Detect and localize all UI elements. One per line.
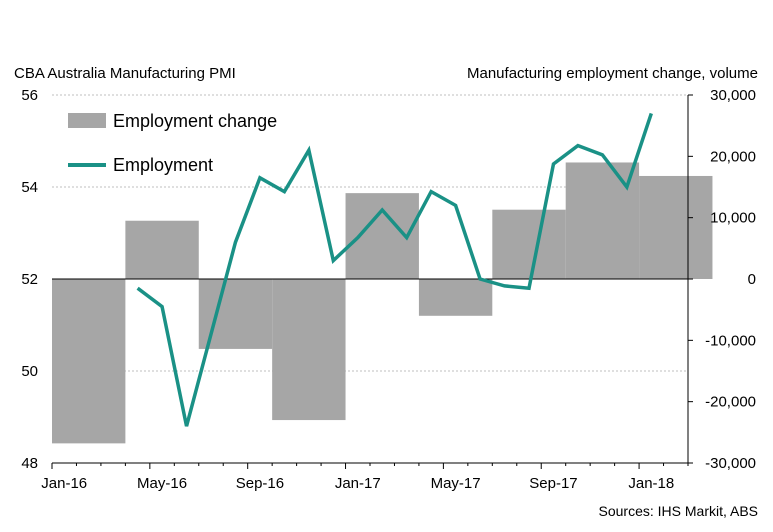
- axes: [51, 94, 693, 469]
- legend-bar-label: Employment change: [113, 111, 277, 131]
- left-tick-label: 56: [21, 87, 38, 104]
- right-tick-label: 10,000: [710, 210, 756, 227]
- right-tick-label: 30,000: [710, 87, 756, 104]
- employment-line: [136, 112, 653, 427]
- left-tick-label: 48: [21, 455, 38, 472]
- right-tick-label: -20,000: [705, 394, 756, 411]
- left-tick-label: 52: [21, 271, 38, 288]
- legend: Employment change Employment: [68, 111, 277, 175]
- legend-bar-swatch: [68, 113, 106, 128]
- right-tick-label: -10,000: [705, 332, 756, 349]
- right-axis-title: Manufacturing employment change, volume: [467, 65, 758, 82]
- bar: [125, 220, 199, 279]
- x-tick-label: Jan-16: [41, 475, 87, 492]
- bar: [52, 279, 126, 444]
- bar: [639, 175, 713, 279]
- x-tick-label: Jan-18: [628, 475, 674, 492]
- right-tick-label: 0: [748, 271, 756, 288]
- left-tick-label: 54: [21, 179, 38, 196]
- legend-line-label: Employment: [113, 155, 213, 175]
- right-tick-label: -30,000: [705, 455, 756, 472]
- bar: [272, 279, 346, 421]
- right-tick-label: 20,000: [710, 148, 756, 165]
- x-tick-label: May-17: [431, 475, 481, 492]
- left-axis-title: CBA Australia Manufacturing PMI: [14, 65, 236, 82]
- bar: [418, 279, 493, 316]
- x-tick-label: Jan-17: [335, 475, 381, 492]
- x-tick-label: Sep-17: [529, 475, 577, 492]
- x-tick-label: Sep-16: [236, 475, 284, 492]
- tick-labels: 48 50 52 54 56 -30,000 -20,000 -10,000 0 10,000 20…: [21, 87, 756, 492]
- x-tick-label: May-16: [137, 475, 187, 492]
- left-tick-label: 50: [21, 363, 38, 380]
- line-series: [136, 112, 653, 427]
- bar: [492, 209, 566, 279]
- source-note: Sources: IHS Markit, ABS: [599, 503, 759, 519]
- bar-series: [52, 162, 713, 444]
